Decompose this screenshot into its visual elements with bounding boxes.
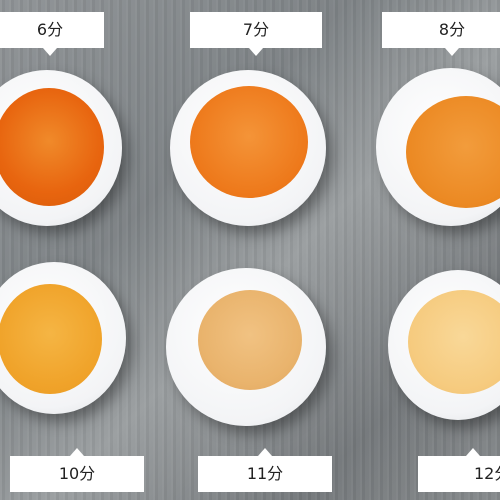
label-7min: 7分 <box>190 12 322 56</box>
label-8min: 8分 <box>382 12 500 56</box>
label-10min: 10分 <box>10 448 144 492</box>
yolk-6min <box>0 88 104 206</box>
label-11min: 11分 <box>198 448 332 492</box>
egg-12min <box>388 270 500 420</box>
yolk-12min <box>408 290 500 394</box>
yolk-8min <box>406 96 500 208</box>
label-6min: 6分 <box>0 12 104 56</box>
egg-8min <box>376 68 500 226</box>
egg-10min <box>0 262 126 414</box>
label-12min: 12分 <box>418 448 500 492</box>
egg-11min <box>166 268 326 426</box>
yolk-7min <box>190 86 308 198</box>
egg-7min <box>170 70 326 226</box>
egg-6min <box>0 70 122 226</box>
yolk-11min <box>198 290 302 390</box>
yolk-10min <box>0 284 102 394</box>
